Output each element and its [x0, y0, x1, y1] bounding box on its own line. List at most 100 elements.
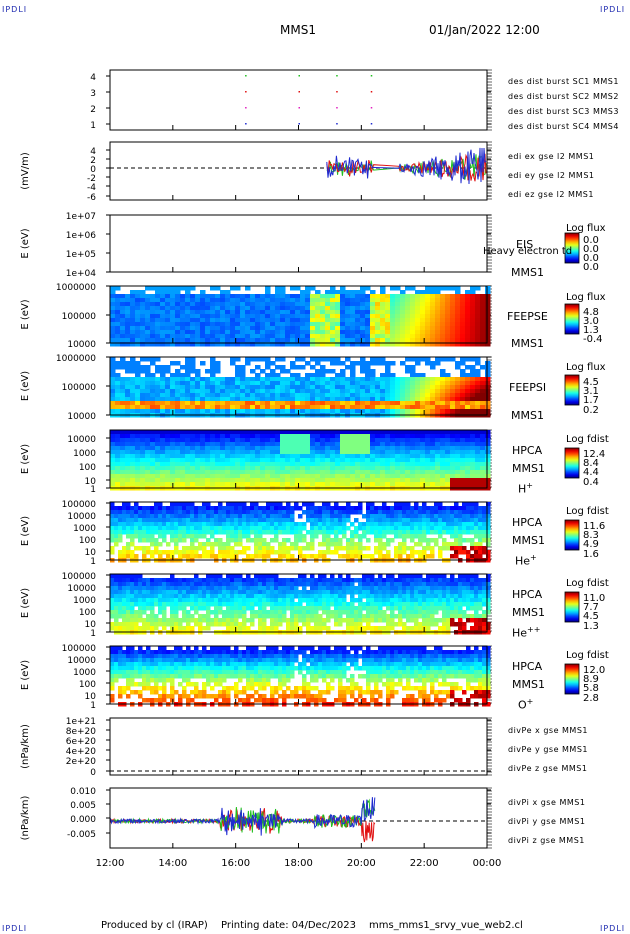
spectrogram-cell [330, 510, 335, 515]
spectrogram-cell [120, 446, 126, 451]
spectrogram-cell [190, 522, 195, 527]
spectrogram-cell [230, 458, 236, 463]
spectrogram-cell [255, 482, 261, 487]
hpca-h-spectrogram [110, 430, 491, 491]
spectrogram-cell [320, 389, 326, 394]
spectrogram-cell [375, 322, 381, 327]
spectrogram-cell [378, 526, 383, 531]
spectrogram-cell [250, 397, 256, 402]
spectrogram-cell [415, 478, 421, 483]
spectrogram-cell [235, 401, 241, 406]
spectrogram-cell [470, 538, 475, 543]
spectrogram-cell [245, 458, 251, 463]
spectrogram-cell [242, 530, 247, 535]
spectrogram-cell [315, 466, 321, 471]
spectrogram-cell [265, 458, 271, 463]
spectrogram-cell [122, 626, 127, 631]
spectrogram-cell [395, 430, 401, 435]
spectrogram-cell [285, 298, 291, 303]
spectrogram-cell [206, 502, 211, 507]
spectrogram-cell [402, 522, 407, 527]
y-tick-label-hpca_he: 100 [79, 536, 96, 546]
spectrogram-cell [234, 522, 239, 527]
y-tick-label-feeps_e: 10000 [67, 340, 96, 350]
spectrogram-cell [120, 430, 126, 435]
spectrogram-cell [255, 330, 261, 335]
spectrogram-cell [405, 330, 411, 335]
spectrogram-cell [178, 518, 183, 523]
spectrogram-cell [426, 538, 431, 543]
spectrogram-cell [230, 538, 235, 543]
spectrogram-cell [420, 450, 426, 455]
spectrogram-cell [170, 598, 175, 603]
spectrogram-cell [235, 322, 241, 327]
spectrogram-cell [370, 318, 376, 323]
spectrogram-cell [450, 357, 456, 362]
spectrogram-cell [120, 466, 126, 471]
spectrogram-cell [445, 442, 451, 447]
spectrogram-cell [110, 409, 116, 414]
spectrogram-cell [215, 442, 221, 447]
spectrogram-cell [265, 322, 271, 327]
spectrogram-cell [395, 318, 401, 323]
spectrogram-cell [470, 470, 476, 475]
spectrogram-cell [405, 470, 411, 475]
spectrogram-cell [118, 590, 123, 595]
spectrogram-cell [360, 361, 366, 366]
spectrogram-cell [475, 294, 481, 299]
spectrogram-cell [170, 462, 176, 467]
spectrogram-cell [185, 474, 191, 479]
spectrogram-cell [195, 326, 201, 331]
spectrogram-cell [254, 538, 259, 543]
spectrogram-cell [360, 450, 366, 455]
spectrogram-cell [485, 438, 491, 443]
spectrogram-cell [175, 466, 181, 471]
spectrogram-cell [150, 514, 155, 519]
spectrogram-cell [140, 294, 146, 299]
spectrogram-cell [475, 381, 481, 386]
spectrogram-cell [240, 369, 246, 374]
spectrogram-cell [360, 290, 366, 295]
spectrogram-cell [420, 298, 426, 303]
spectrogram-cell [110, 526, 115, 531]
spectrogram-cell [415, 450, 421, 455]
spectrogram-cell [365, 361, 371, 366]
spectrogram-cell [255, 450, 261, 455]
spectrogram-cell [338, 514, 343, 519]
spectrogram-cell [414, 534, 419, 539]
spectrogram-cell [315, 373, 321, 378]
spectrogram-cell [462, 538, 467, 543]
spectrogram-cell [370, 338, 376, 343]
spectrogram-cell [375, 434, 381, 439]
spectrogram-cell [310, 389, 316, 394]
spectrogram-cell [130, 393, 136, 398]
spectrogram-cell [350, 506, 355, 511]
spectrogram-cell [218, 530, 223, 535]
spectrogram-cell [182, 606, 187, 611]
spectrogram-cell [170, 446, 176, 451]
spectrogram-cell [380, 389, 386, 394]
spectrogram-cell [130, 526, 135, 531]
spectrogram-cell [270, 446, 276, 451]
spectrogram-cell [454, 526, 459, 531]
spectrogram-cell [185, 294, 191, 299]
spectrogram-cell [205, 454, 211, 459]
spectrogram-cell [170, 466, 176, 471]
spectrogram-cell [410, 310, 416, 315]
spectrogram-cell [130, 594, 135, 599]
spectrogram-cell [295, 454, 301, 459]
spectrogram-cell [275, 478, 281, 483]
spectrogram-cell [400, 470, 406, 475]
spectrogram-cell [135, 430, 141, 435]
spectrogram-cell [205, 369, 211, 374]
spectrogram-cell [345, 298, 351, 303]
spectrogram-cell [454, 502, 459, 507]
spectrogram-cell [195, 450, 201, 455]
spectrogram-cell [200, 342, 206, 347]
spectrogram-cell [125, 338, 131, 343]
spectrogram-cell [245, 482, 251, 487]
spectrogram-cell [180, 298, 186, 303]
spectrogram-cell [266, 506, 271, 511]
spectrogram-cell [315, 442, 321, 447]
spectrogram-cell [280, 438, 286, 443]
